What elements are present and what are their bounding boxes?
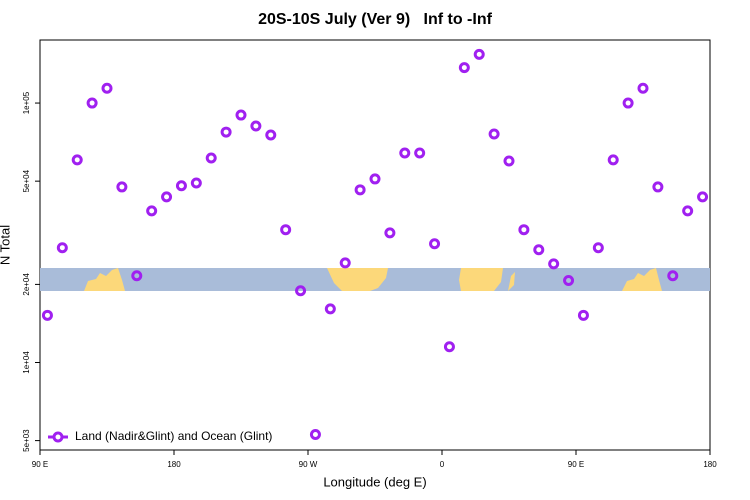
point bbox=[146, 205, 158, 217]
land bbox=[508, 272, 515, 291]
point bbox=[265, 129, 277, 141]
y-tick-label: 5e+03 bbox=[22, 429, 31, 452]
x-tick-label: 180 bbox=[703, 460, 717, 469]
land-ocean-strip bbox=[40, 268, 710, 291]
point bbox=[116, 181, 128, 193]
point bbox=[563, 275, 575, 287]
point bbox=[384, 227, 396, 239]
point bbox=[697, 191, 709, 203]
point bbox=[250, 120, 262, 132]
x-tick-label: 90 E bbox=[568, 460, 584, 469]
point bbox=[339, 257, 351, 269]
point bbox=[131, 270, 143, 282]
point bbox=[309, 428, 321, 440]
point bbox=[518, 224, 530, 236]
y-tick-label: 2e+04 bbox=[22, 273, 31, 296]
x-tick-label: 0 bbox=[440, 460, 445, 469]
x-tick-label: 180 bbox=[167, 460, 181, 469]
point bbox=[190, 177, 202, 189]
land bbox=[622, 268, 662, 291]
point bbox=[324, 303, 336, 315]
x-tick-label: 90 E bbox=[32, 460, 48, 469]
point bbox=[56, 242, 68, 254]
point bbox=[577, 309, 589, 321]
point bbox=[443, 341, 455, 353]
point bbox=[235, 109, 247, 121]
point bbox=[429, 238, 441, 250]
point bbox=[280, 224, 292, 236]
y-tick-label: 1e+04 bbox=[22, 351, 31, 374]
point bbox=[369, 173, 381, 185]
land bbox=[459, 268, 503, 291]
point bbox=[652, 181, 664, 193]
point bbox=[488, 128, 500, 140]
land bbox=[327, 268, 388, 291]
point bbox=[414, 147, 426, 159]
point bbox=[637, 82, 649, 94]
point bbox=[458, 62, 470, 74]
point bbox=[533, 244, 545, 256]
legend: Land (Nadir&Glint) and Ocean (Glint) bbox=[48, 429, 272, 443]
legend-label: Land (Nadir&Glint) and Ocean (Glint) bbox=[75, 429, 272, 443]
point bbox=[548, 258, 560, 270]
point bbox=[592, 242, 604, 254]
point bbox=[473, 48, 485, 60]
point bbox=[682, 205, 694, 217]
legend-marker bbox=[52, 431, 64, 443]
y-tick-label: 1e+05 bbox=[22, 91, 31, 114]
point bbox=[295, 285, 307, 297]
x-tick-label: 90 W bbox=[299, 460, 318, 469]
point bbox=[205, 152, 217, 164]
land bbox=[84, 268, 125, 291]
point bbox=[161, 191, 173, 203]
point bbox=[667, 270, 679, 282]
y-axis-title: N Total bbox=[0, 225, 12, 265]
point bbox=[503, 155, 515, 167]
point bbox=[220, 126, 232, 138]
point bbox=[41, 309, 53, 321]
point bbox=[86, 97, 98, 109]
point bbox=[622, 97, 634, 109]
point bbox=[354, 184, 366, 196]
x-axis-title: Longitude (deg E) bbox=[323, 474, 426, 489]
y-tick-label: 5e+04 bbox=[22, 169, 31, 192]
point bbox=[101, 82, 113, 94]
point bbox=[607, 154, 619, 166]
point bbox=[399, 147, 411, 159]
plot-frame bbox=[39, 39, 711, 451]
point bbox=[71, 154, 83, 166]
chart-title: 20S-10S July (Ver 9) Inf to -Inf bbox=[258, 11, 493, 28]
point bbox=[175, 180, 187, 192]
